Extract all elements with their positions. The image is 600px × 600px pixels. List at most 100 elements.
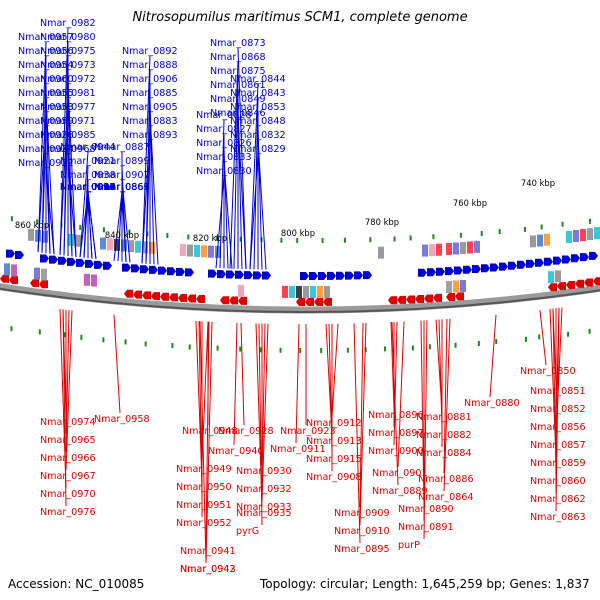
label-connectors [37,27,563,564]
reverse-gene-arrow [187,294,196,303]
reverse-gene-label: Nmar_0882 [416,430,472,441]
forward-gene-label: Nmar_0893 [122,130,178,141]
forward-connector [67,83,77,257]
cog-block-bottom [548,271,554,284]
forward-connector [121,191,127,263]
cog-block-bottom [303,285,309,298]
forward-gene-label: Nmar_0944 [60,142,116,153]
reverse-connector [397,321,405,468]
cog-block-top [201,245,207,258]
forward-gene-label: Nmar_0866 [94,182,150,193]
forward-connector [249,83,259,270]
orf-mark [567,331,570,337]
forward-gene-arrow [253,271,262,280]
cog-block-bottom [238,284,244,297]
reverse-gene-arrow [323,297,332,306]
reverse-gene-label: Nmar_0886 [418,474,474,485]
forward-gene-arrow [354,271,363,280]
forward-gene-arrow [149,265,158,274]
forward-gene-arrow [445,267,454,276]
reverse-gene-label: Nmar_0863 [530,512,586,523]
reverse-gene-arrow [455,292,464,301]
reverse-gene-label: Nmar_0951 [176,500,232,511]
cog-block-bottom [296,285,302,298]
cog-block-top [580,229,586,242]
cog-block-bottom [310,285,316,298]
forward-gene-label: Nmar_0959 [18,116,74,127]
reverse-connector [233,322,238,446]
reverse-gene-label: purP [398,540,420,551]
forward-gene-arrow [208,269,217,278]
forward-gene-arrow [49,255,58,264]
reverse-gene-label: Nmar_0911 [270,444,326,455]
cog-block-top [187,244,193,257]
orf-mark [538,334,541,340]
forward-gene-arrow [336,271,345,280]
cog-block-top [446,243,452,256]
orf-mark [524,336,527,342]
reverse-gene-label: Nmar_0900 [368,446,424,457]
forward-gene-label: Nmar_0960 [18,74,74,85]
forward-connector [87,191,93,259]
forward-gene-arrow [103,261,112,270]
reverse-gene-arrow [446,293,455,302]
tick-label: 740 kbp [521,178,555,188]
orf-mark [459,232,462,238]
forward-gene-label: Nmar_0848 [230,116,286,127]
forward-gene-label: Nmar_0926 [18,130,74,141]
cog-block-top [530,235,536,248]
orf-mark [409,235,412,241]
orf-mark [299,347,302,353]
reverse-connector [443,318,451,492]
genome-summary-text: Topology: circular; Length: 1,645,259 bp… [259,577,590,591]
cog-block-bottom [453,280,459,293]
reverse-gene-label: Nmar_0896 [368,410,424,421]
orf-mark [588,218,591,224]
forward-gene-arrow [309,271,318,280]
reverse-gene-arrow [178,293,187,302]
forward-connector [233,75,239,269]
cog-block-top [460,241,466,254]
forward-connector [237,117,247,270]
orf-mark [495,339,498,345]
reverse-gene-label: Nmar_0970 [40,489,96,500]
forward-gene-label: Nmar_0954 [18,60,74,71]
reverse-gene-label: Nmar_0895 [334,544,390,555]
reverse-connector [359,323,364,508]
gene-labels: Nmar_0982Nmar_0980Nmar_0975Nmar_0973Nmar… [18,18,586,575]
forward-gene-arrow [363,271,372,280]
forward-connector [45,97,55,255]
reverse-connector [393,321,398,446]
forward-gene-label: Nmar_0883 [122,116,178,127]
forward-gene-label: Nmar_0906 [122,74,178,85]
cog-block-top [537,234,543,247]
forward-gene-arrow [76,258,85,267]
cog-block-top [128,240,134,253]
reverse-gene-arrow [124,289,133,298]
reverse-connector [391,322,399,486]
orf-mark [296,237,299,243]
forward-gene-label: Nmar_0875 [210,66,266,77]
orf-mark [384,346,387,352]
orf-mark [498,229,501,235]
cog-block-top [121,239,127,252]
tick-label: 840 kbp [105,230,139,240]
forward-gene-label: Nmar_0868 [210,52,266,63]
orf-mark [188,344,191,350]
forward-gene-label: Nmar_0982 [40,18,96,29]
reverse-connector [331,323,339,418]
cog-block-top [215,245,221,258]
cog-block-top [180,244,186,257]
cog-block-top [135,240,141,253]
cog-block-top [28,228,34,241]
tick-labels: 740 kbp 760 kbp 780 kbp 800 kbp 820 kbp 840 k… [15,178,555,243]
forward-gene-label: Nmar_0920 [60,182,116,193]
reverse-connector [113,314,121,414]
tick-label: 820 kbp [193,233,227,243]
cog-block-top [142,241,148,254]
forward-gene-arrow [553,256,562,265]
reverse-gene-label: Nmar_0864 [418,492,474,503]
forward-gene-label: Nmar_0957 [18,32,74,43]
reverse-connector [65,310,70,453]
